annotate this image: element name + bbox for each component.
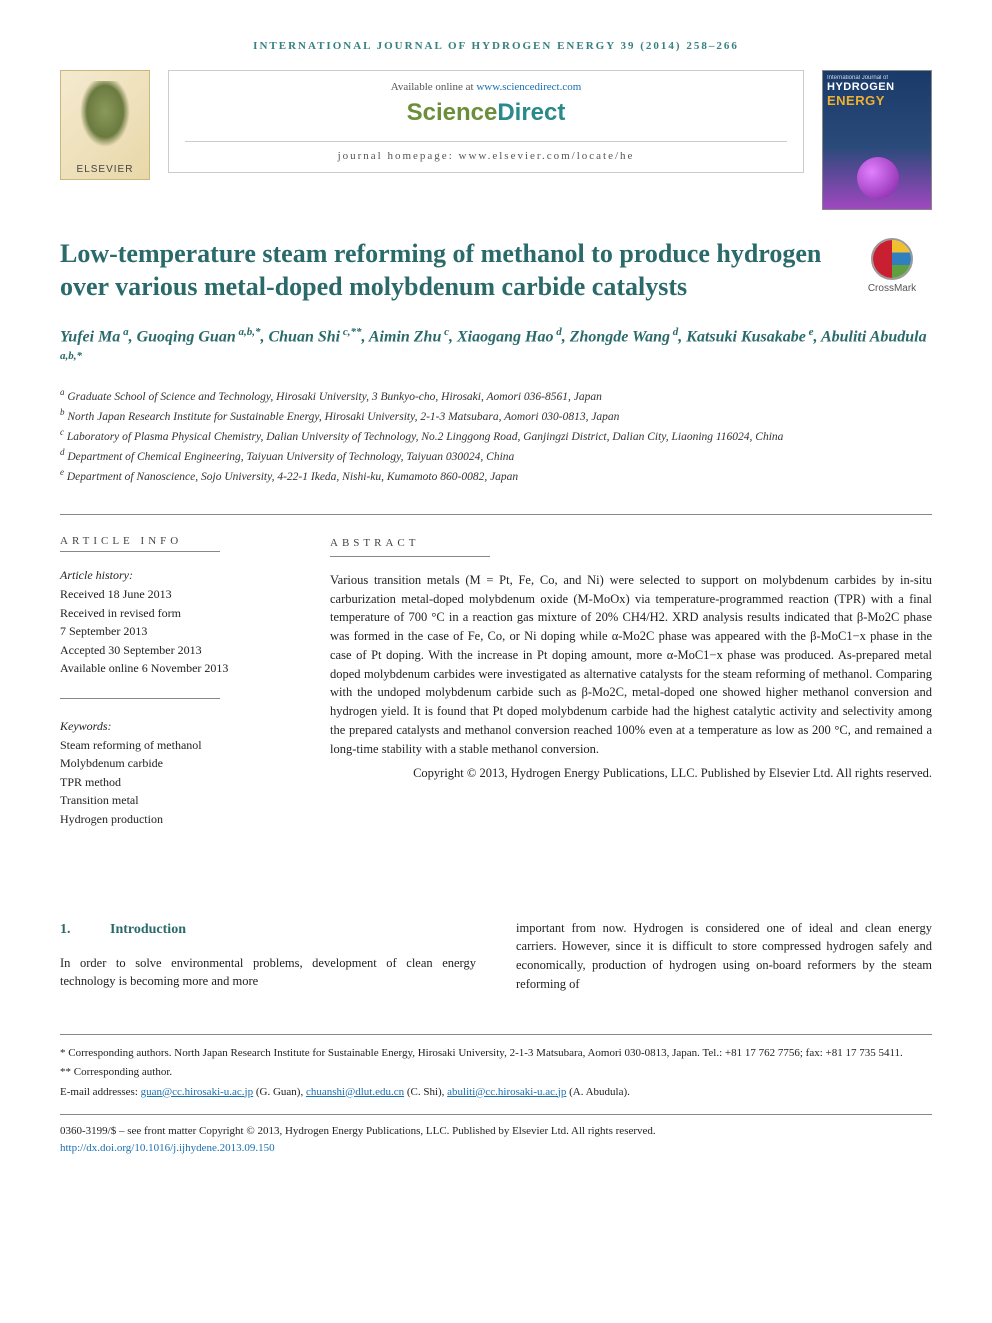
title-block: Low-temperature steam reforming of metha… [60,238,932,303]
doi-link[interactable]: http://dx.doi.org/10.1016/j.ijhydene.201… [60,1142,275,1154]
history-line: Received 18 June 2013 [60,585,290,604]
article-info-column: ARTICLE INFO Article history: Received 1… [60,533,290,848]
email-attribution: (G. Guan), [253,1086,306,1098]
article-title: Low-temperature steam reforming of metha… [60,238,832,303]
email-link[interactable]: chuanshi@dlut.edu.cn [306,1086,404,1098]
keywords-label: Keywords: [60,717,290,736]
crossmark-label: CrossMark [852,283,932,294]
email-label: E-mail addresses: [60,1086,141,1098]
email-attribution: (A. Abudula). [566,1086,630,1098]
keyword-item: Steam reforming of methanol [60,736,290,755]
corresponding-author-note-2: ** Corresponding author. [60,1064,932,1081]
affiliation-item: b North Japan Research Institute for Sus… [60,406,932,426]
sciencedirect-logo[interactable]: ScienceDirect [185,99,787,127]
crossmark-widget[interactable]: CrossMark [852,238,932,303]
sciencedirect-url[interactable]: www.sciencedirect.com [476,81,581,93]
journal-reference: international journal of hydrogen energy… [60,40,932,52]
crossmark-icon [871,238,913,280]
affiliation-item: d Department of Chemical Engineering, Ta… [60,446,932,466]
abstract-copyright: Copyright © 2013, Hydrogen Energy Public… [330,764,932,783]
email-link[interactable]: guan@cc.hirosaki-u.ac.jp [141,1086,253,1098]
elsevier-tree-icon [73,81,137,157]
article-info-label: ARTICLE INFO [60,535,220,552]
email-attribution: (C. Shi), [404,1086,447,1098]
body-column-left: 1.Introduction In order to solve environ… [60,919,476,994]
history-line: Available online 6 November 2013 [60,659,290,678]
section-heading-introduction: 1.Introduction [60,919,476,940]
history-line: Accepted 30 September 2013 [60,641,290,660]
footnotes: * Corresponding authors. North Japan Res… [60,1045,932,1101]
sd-logo-direct: Direct [497,99,565,126]
email-link[interactable]: abuliti@cc.hirosaki-u.ac.jp [447,1086,566,1098]
journal-cover-thumbnail[interactable]: International Journal of HYDROGEN ENERGY [822,70,932,210]
sd-logo-science: Science [407,99,498,126]
abstract-column: ABSTRACT Various transition metals (M = … [330,533,932,848]
sciencedirect-banner: Available online at www.sciencedirect.co… [168,70,804,173]
keyword-item: Molybdenum carbide [60,754,290,773]
intro-paragraph-right: important from now. Hydrogen is consider… [516,919,932,994]
keyword-item: TPR method [60,773,290,792]
history-line: 7 September 2013 [60,622,290,641]
history-line: Received in revised form [60,604,290,623]
affiliation-item: a Graduate School of Science and Technol… [60,386,932,406]
affiliation-item: c Laboratory of Plasma Physical Chemistr… [60,426,932,446]
keywords-block: Keywords: Steam reforming of methanolMol… [60,717,290,829]
keyword-item: Transition metal [60,791,290,810]
cover-line1: International Journal of [823,71,931,81]
elsevier-logo[interactable] [60,70,150,180]
abstract-label: ABSTRACT [330,535,490,557]
body-column-right: important from now. Hydrogen is consider… [516,919,932,994]
affiliation-item: e Department of Nanoscience, Sojo Univer… [60,466,932,486]
body-columns: 1.Introduction In order to solve environ… [60,919,932,994]
email-line: E-mail addresses: guan@cc.hirosaki-u.ac.… [60,1084,932,1101]
section-number: 1. [60,919,110,940]
intro-paragraph-left: In order to solve environmental problems… [60,954,476,992]
issn-copyright: 0360-3199/$ – see front matter Copyright… [60,1123,932,1140]
cover-line2: HYDROGEN [823,81,931,93]
article-history: Article history: Received 18 June 2013Re… [60,566,290,678]
abstract-text: Various transition metals (M = Pt, Fe, C… [330,571,932,759]
history-label: Article history: [60,566,290,585]
available-online-line: Available online at www.sciencedirect.co… [185,81,787,93]
corresponding-author-note-1: * Corresponding authors. North Japan Res… [60,1045,932,1062]
affiliation-list: a Graduate School of Science and Technol… [60,386,932,486]
cover-graphic-icon [857,157,899,199]
footer-bar: 0360-3199/$ – see front matter Copyright… [60,1114,932,1156]
top-banner: Available online at www.sciencedirect.co… [60,70,932,210]
info-abstract-row: ARTICLE INFO Article history: Received 1… [60,514,932,848]
author-list: Yufei Ma a, Guoqing Guan a,b,*, Chuan Sh… [60,325,932,372]
keyword-item: Hydrogen production [60,810,290,829]
section-title: Introduction [110,922,186,937]
article-page: international journal of hydrogen energy… [0,0,992,1206]
info-divider [60,698,220,699]
available-prefix: Available online at [391,81,477,93]
journal-homepage: journal homepage: www.elsevier.com/locat… [185,141,787,162]
cover-line3: ENERGY [823,93,931,108]
footnote-rule [60,1034,932,1035]
